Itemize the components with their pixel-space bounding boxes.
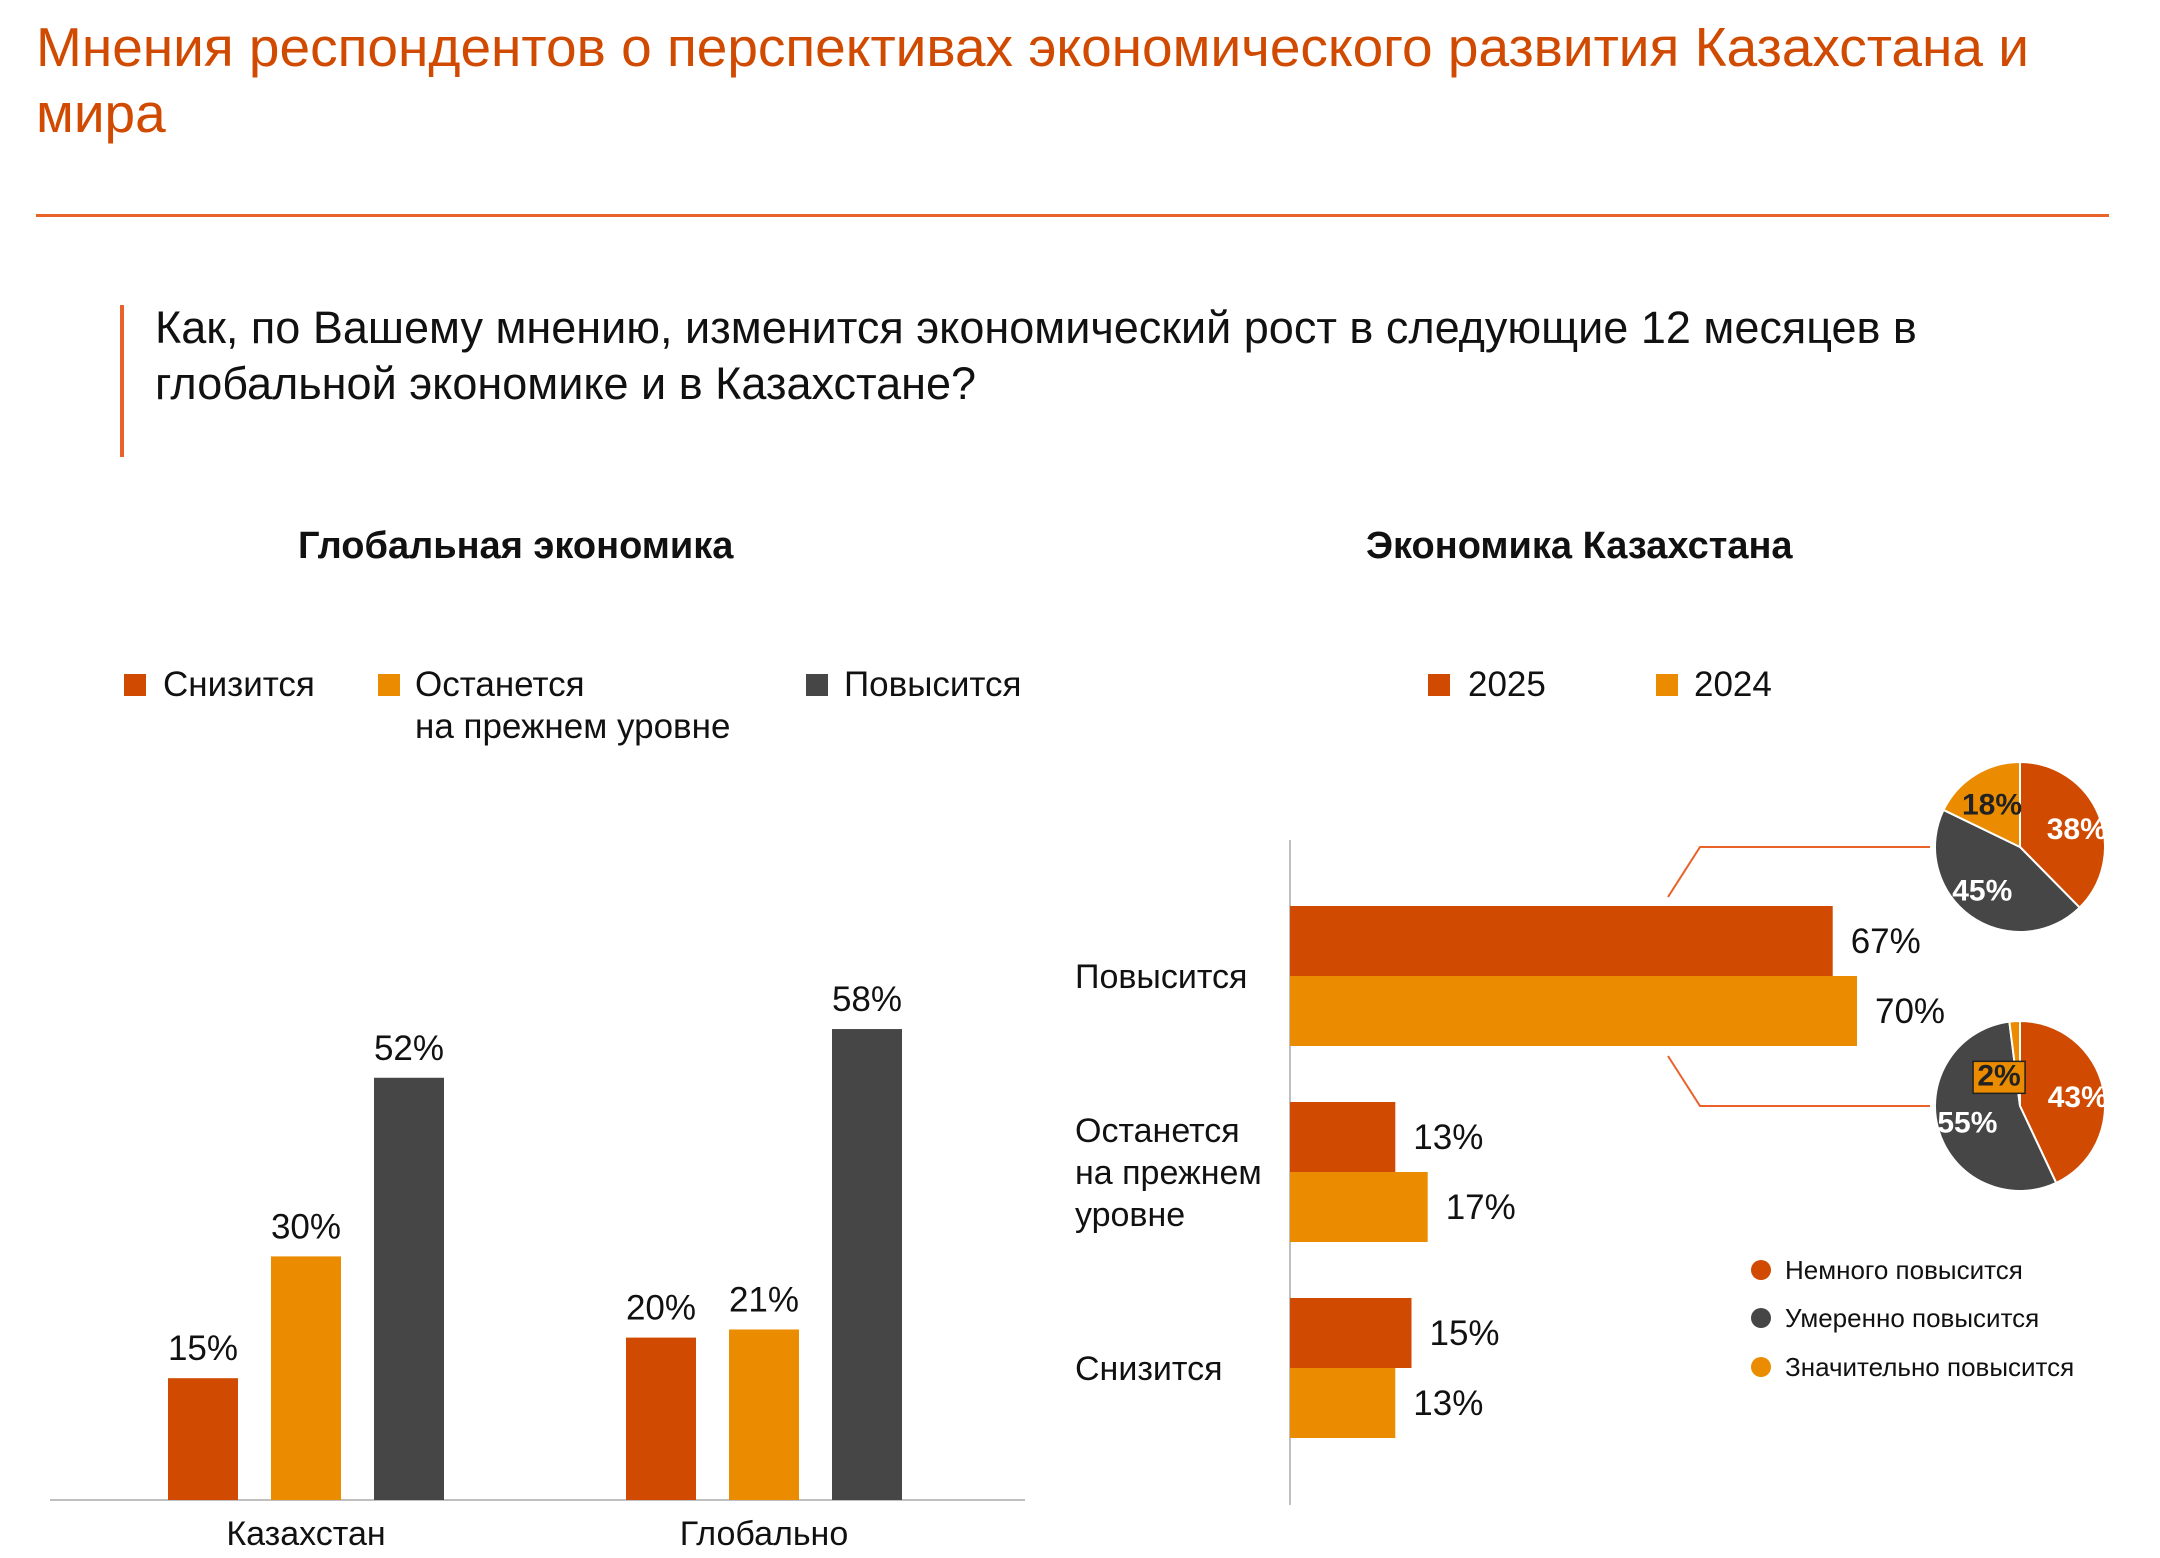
kz-chart-title: Экономика Казахстана <box>1366 525 1793 567</box>
pie-2025-slice <box>2019 760 2106 909</box>
global-bar <box>626 1337 696 1500</box>
pie-2024-connector <box>1667 1055 1930 1107</box>
pie-legend-label-moderate: Умеренно повысится <box>1785 1303 2040 1333</box>
pie-2025-connector <box>1667 846 1930 898</box>
global-bar-value-label: 58% <box>832 980 902 1019</box>
pie-2024-slice <box>2019 1019 2106 1185</box>
global-chart-title: Глобальная экономика <box>298 525 734 567</box>
pie-2024-label-box <box>1972 1060 2026 1095</box>
kz-category-label: Останется на прежнем уровне <box>1075 1112 1262 1234</box>
pie-2024-slice <box>1934 1020 2058 1192</box>
pie-legend-dot-significant <box>1751 1357 1771 1377</box>
kz-bar <box>1290 906 1833 976</box>
kz-bar-value-label: 17% <box>1446 1188 1516 1227</box>
pie-2024-value-label: 55% <box>1937 1107 1997 1140</box>
kz-category-label: Повысится <box>1075 958 1247 996</box>
kz-bar-value-label: 70% <box>1875 992 1945 1031</box>
global-bar <box>729 1329 799 1500</box>
global-bar <box>168 1378 238 1500</box>
legend-label-2024: 2024 <box>1694 665 1772 704</box>
question-text: Как, по Вашему мнению, изменится экономи… <box>155 302 1917 409</box>
legend-label-same-line2: на прежнем уровне <box>415 707 731 746</box>
kz-bar <box>1290 976 1857 1046</box>
pie-2025-value-label: 45% <box>1952 874 2012 907</box>
legend-label-decrease: Снизится <box>163 665 315 704</box>
kz-bar-value-label: 13% <box>1413 1384 1483 1423</box>
pie-legend-label-significant: Значительно повысится <box>1785 1352 2075 1382</box>
global-bar-value-label: 30% <box>271 1207 341 1246</box>
kz-bar-value-label: 67% <box>1851 922 1921 961</box>
question-accent-bar <box>120 305 124 457</box>
kz-bar <box>1290 1368 1396 1438</box>
legend-swatch-2024 <box>1656 674 1678 696</box>
pie-legend-dot-slight <box>1751 1260 1771 1280</box>
page-title: Мнения респондентов о перспективах эконо… <box>36 16 2029 144</box>
legend-swatch-increase <box>806 674 828 696</box>
global-bar <box>832 1029 902 1500</box>
global-bar-value-label: 52% <box>374 1029 444 1068</box>
kz-bar-value-label: 13% <box>1413 1118 1483 1157</box>
pie-2024-value-label: 2% <box>1977 1059 2020 1092</box>
global-bar-value-label: 15% <box>168 1329 238 1368</box>
legend-swatch-decrease <box>124 674 146 696</box>
pie-legend-label-slight: Немного повысится <box>1785 1255 2023 1285</box>
kz-category-label: Снизится <box>1075 1350 1223 1388</box>
global-bar-value-label: 20% <box>626 1289 696 1328</box>
global-bar <box>271 1256 341 1500</box>
global-category-label: Казахстан <box>226 1515 385 1553</box>
pie-2025-slice <box>1934 808 2082 933</box>
global-category-label: Глобально <box>680 1515 848 1553</box>
legend-swatch-same <box>378 674 400 696</box>
kz-bar <box>1290 1102 1396 1172</box>
pie-2025-value-label: 38% <box>2047 813 2107 846</box>
title-divider <box>36 214 2109 217</box>
kz-bar <box>1290 1298 1412 1368</box>
global-bar <box>374 1077 444 1500</box>
pie-2024-value-label: 43% <box>2048 1081 2108 1114</box>
pie-2025-value-label: 18% <box>1962 788 2022 821</box>
legend-swatch-2025 <box>1428 674 1450 696</box>
legend-label-2025: 2025 <box>1468 665 1546 704</box>
kz-bar <box>1290 1172 1428 1242</box>
legend-label-increase: Повысится <box>844 665 1022 704</box>
legend-label-same: Останется <box>415 665 585 704</box>
kz-bar-value-label: 15% <box>1430 1314 1500 1353</box>
global-bar-value-label: 21% <box>729 1280 799 1319</box>
pie-legend-dot-moderate <box>1751 1308 1771 1328</box>
pie-2025-slice <box>1942 760 2021 849</box>
